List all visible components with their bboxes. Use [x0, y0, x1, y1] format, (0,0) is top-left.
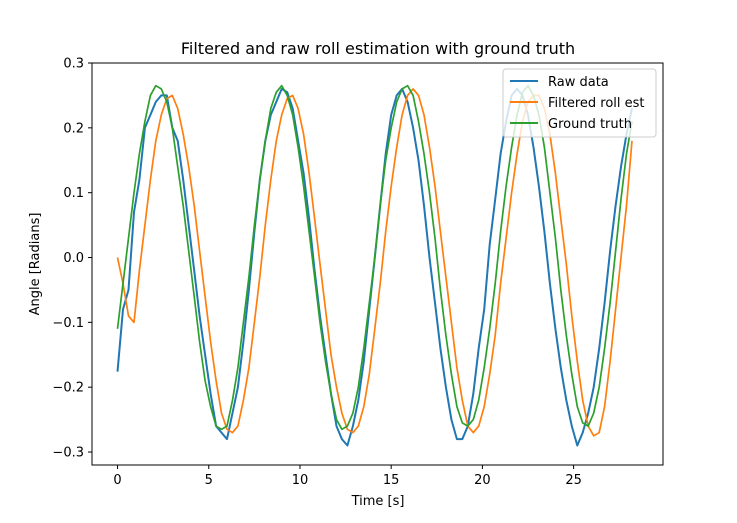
y-tick-label: −0.3 [52, 446, 84, 461]
x-tick-label: 10 [292, 473, 309, 488]
series-line-ground-truth [116, 84, 633, 431]
y-tick-label: 0.1 [63, 186, 84, 201]
x-tick-label: 15 [383, 473, 400, 488]
y-tick-label: −0.1 [52, 316, 84, 331]
x-tick-label: 5 [205, 473, 213, 488]
y-tick-label: 0.3 [63, 57, 84, 72]
legend-label-filtered-roll-est: Filtered roll est [548, 96, 645, 111]
plot-frame [91, 62, 664, 466]
y-axis-label: Angle [Radians] [28, 213, 43, 316]
legend: Raw data Filtered roll est Ground truth [502, 68, 657, 138]
x-axis-label: Time [s] [351, 494, 405, 509]
legend-label-raw-data: Raw data [548, 75, 609, 90]
x-axis-ticks: 0 5 10 15 20 25 [113, 465, 582, 488]
legend-label-ground-truth: Ground truth [548, 117, 632, 132]
y-tick-label: 0.2 [63, 121, 84, 136]
y-tick-label: −0.2 [52, 381, 84, 396]
legend-box [502, 68, 657, 138]
x-tick-label: 0 [113, 473, 121, 488]
x-tick-label: 25 [565, 473, 582, 488]
chart-title: Filtered and raw roll estimation with gr… [181, 39, 575, 58]
y-axis-ticks: −0.3 −0.2 −0.1 0.0 0.1 0.2 0.3 [52, 57, 92, 461]
x-tick-label: 20 [474, 473, 491, 488]
y-tick-label: 0.0 [63, 251, 84, 266]
